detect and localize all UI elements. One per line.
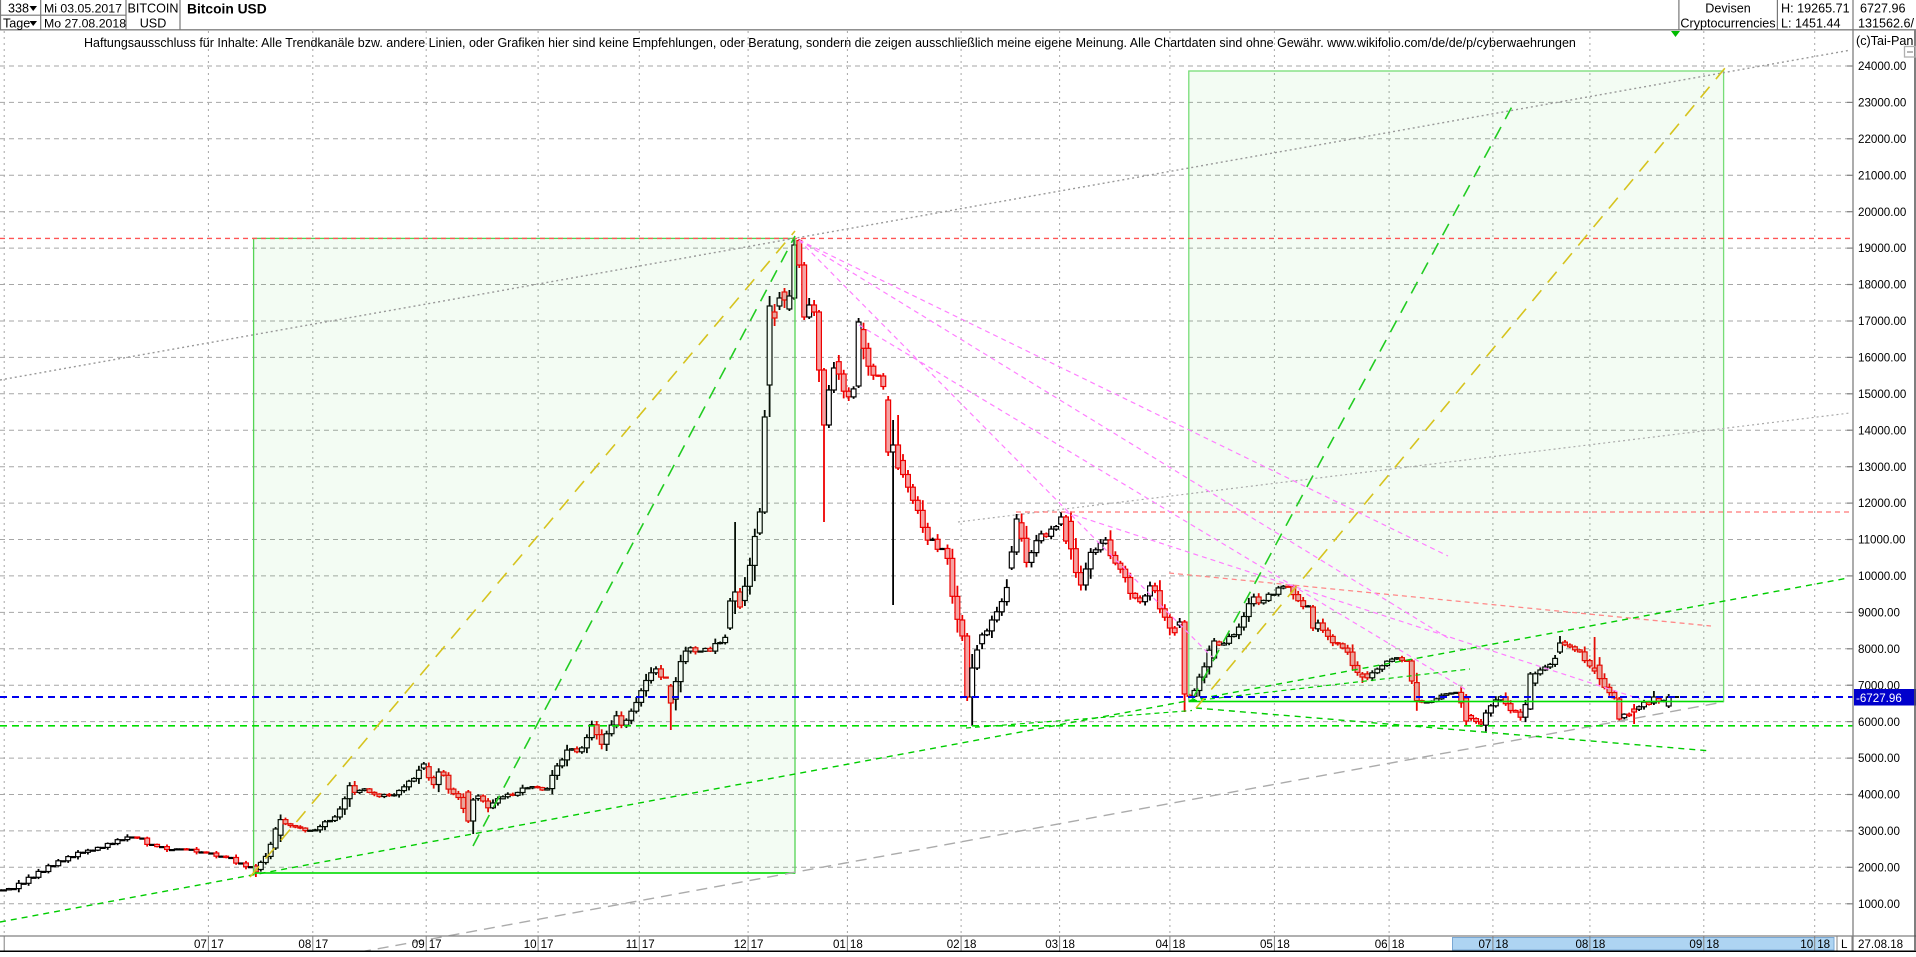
svg-text:17000.00: 17000.00 xyxy=(1858,315,1906,328)
svg-text:17: 17 xyxy=(541,938,554,951)
svg-text:24000.00: 24000.00 xyxy=(1858,60,1906,73)
svg-text:18: 18 xyxy=(1062,938,1075,951)
svg-text:17: 17 xyxy=(751,938,764,951)
svg-text:-6727.96: -6727.96 xyxy=(1856,692,1902,705)
svg-text:04: 04 xyxy=(1155,938,1168,951)
svg-text:131562.6/: 131562.6/ xyxy=(1858,16,1915,30)
svg-text:BITCOIN: BITCOIN xyxy=(127,1,178,15)
svg-text:22000.00: 22000.00 xyxy=(1858,133,1906,146)
svg-text:1000.00: 1000.00 xyxy=(1858,898,1900,911)
svg-text:Tage: Tage xyxy=(3,16,30,30)
svg-text:02: 02 xyxy=(947,938,960,951)
svg-text:08: 08 xyxy=(1575,938,1588,951)
svg-text:6000.00: 6000.00 xyxy=(1858,716,1900,729)
svg-text:18: 18 xyxy=(1172,938,1185,951)
svg-text:Cryptocurrencies: Cryptocurrencies xyxy=(1680,16,1775,30)
svg-text:18: 18 xyxy=(850,938,863,951)
svg-text:10000.00: 10000.00 xyxy=(1858,570,1906,583)
svg-text:16000.00: 16000.00 xyxy=(1858,352,1906,365)
svg-text:06: 06 xyxy=(1375,938,1388,951)
svg-text:18: 18 xyxy=(964,938,977,951)
svg-text:12: 12 xyxy=(734,938,747,951)
svg-text:17: 17 xyxy=(211,938,224,951)
svg-text:(c)Tai-Pan: (c)Tai-Pan xyxy=(1856,34,1913,48)
svg-text:4000.00: 4000.00 xyxy=(1858,789,1900,802)
svg-text:12000.00: 12000.00 xyxy=(1858,497,1906,510)
svg-text:3000.00: 3000.00 xyxy=(1858,825,1900,838)
svg-text:18: 18 xyxy=(1592,938,1605,951)
svg-text:H: 19265.71: H: 19265.71 xyxy=(1781,1,1850,15)
svg-text:21000.00: 21000.00 xyxy=(1858,169,1906,182)
svg-text:Mi 03.05.2017: Mi 03.05.2017 xyxy=(44,1,122,15)
svg-text:14000.00: 14000.00 xyxy=(1858,424,1906,437)
svg-text:17: 17 xyxy=(315,938,328,951)
svg-text:07: 07 xyxy=(1478,938,1491,951)
svg-text:10: 10 xyxy=(1800,938,1813,951)
svg-text:08: 08 xyxy=(298,938,311,951)
svg-text:23000.00: 23000.00 xyxy=(1858,97,1906,110)
svg-text:18: 18 xyxy=(1817,938,1830,951)
svg-text:8000.00: 8000.00 xyxy=(1858,643,1900,656)
svg-text:9000.00: 9000.00 xyxy=(1858,607,1900,620)
svg-text:19000.00: 19000.00 xyxy=(1858,242,1906,255)
svg-text:13000.00: 13000.00 xyxy=(1858,461,1906,474)
svg-text:09: 09 xyxy=(412,938,425,951)
svg-text:USD: USD xyxy=(140,16,167,30)
svg-text:11: 11 xyxy=(626,938,638,951)
svg-text:338: 338 xyxy=(8,1,29,15)
svg-text:18: 18 xyxy=(1495,938,1508,951)
svg-text:18: 18 xyxy=(1277,938,1290,951)
svg-text:Bitcoin USD: Bitcoin USD xyxy=(187,2,267,17)
svg-text:20000.00: 20000.00 xyxy=(1858,206,1906,219)
svg-text:Haftungsausschluss für Inhalte: Haftungsausschluss für Inhalte: Alle Tre… xyxy=(84,36,1576,50)
svg-text:11000.00: 11000.00 xyxy=(1858,534,1906,547)
svg-text:6727.96: 6727.96 xyxy=(1860,1,1906,15)
svg-text:01: 01 xyxy=(833,938,846,951)
svg-text:27.08.18: 27.08.18 xyxy=(1858,938,1903,951)
svg-text:L: 1451.44: L: 1451.44 xyxy=(1781,16,1841,30)
svg-text:18: 18 xyxy=(1392,938,1405,951)
svg-text:2000.00: 2000.00 xyxy=(1858,861,1900,874)
svg-text:09: 09 xyxy=(1689,938,1702,951)
svg-text:Mo 27.08.2018: Mo 27.08.2018 xyxy=(44,16,126,30)
svg-text:07: 07 xyxy=(194,938,207,951)
svg-text:05: 05 xyxy=(1260,938,1273,951)
svg-text:17: 17 xyxy=(429,938,442,951)
svg-text:Devisen: Devisen xyxy=(1705,1,1751,15)
svg-text:17: 17 xyxy=(642,938,655,951)
svg-text:18: 18 xyxy=(1706,938,1719,951)
svg-text:10: 10 xyxy=(524,938,537,951)
svg-text:03: 03 xyxy=(1045,938,1058,951)
svg-text:5000.00: 5000.00 xyxy=(1858,752,1900,765)
svg-text:18000.00: 18000.00 xyxy=(1858,279,1906,292)
svg-text:L: L xyxy=(1841,938,1848,951)
svg-text:15000.00: 15000.00 xyxy=(1858,388,1906,401)
